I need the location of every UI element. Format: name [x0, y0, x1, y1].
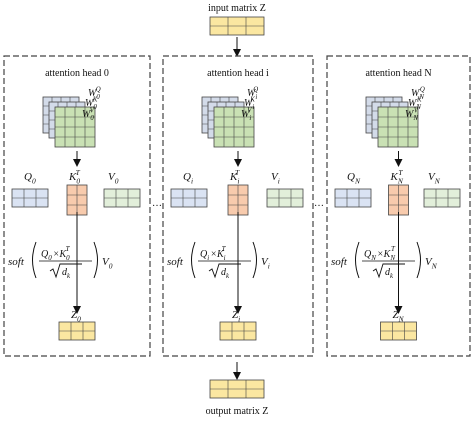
q-matrix [334, 188, 372, 208]
head-panel-border [162, 55, 314, 357]
wv-label: W0V [82, 108, 95, 123]
input-matrix-label: input matrix Z [208, 3, 266, 14]
dk-label: dk [385, 267, 394, 280]
q-label: Qi [183, 171, 193, 185]
formula-v-label: Vi [261, 256, 270, 270]
k-label: KiT [229, 168, 240, 185]
svg-text:Qi×KiT: Qi×KiT [200, 245, 227, 262]
head-title: attention head 0 [45, 68, 109, 79]
output-matrix-label: output matrix Z [206, 406, 269, 417]
weight-matrix-wv [377, 106, 419, 148]
k-label: K0T [68, 168, 81, 185]
softmax-formula: soft Qi×KiT dk Vi [167, 241, 270, 280]
output-matrix-grid [209, 379, 265, 399]
svg-text:soft: soft [8, 256, 25, 268]
v-matrix [423, 188, 461, 208]
head-panel-border [3, 55, 151, 357]
wv-label: WNV [405, 108, 419, 123]
k-label: KNT [390, 168, 404, 185]
v-label: V0 [108, 171, 119, 185]
z-matrix [219, 321, 257, 341]
svg-text:soft: soft [167, 256, 184, 268]
k-transpose-matrix [388, 184, 409, 216]
head-title: attention head i [207, 68, 269, 79]
q-matrix [11, 188, 49, 208]
wk-label: WiK [244, 97, 255, 112]
v-label: Vi [271, 171, 280, 185]
q-label: QN [347, 171, 361, 185]
dk-label: dk [221, 267, 230, 280]
svg-text:Q0×K0T: Q0×K0T [41, 245, 71, 262]
wk-label: WNK [408, 97, 422, 112]
z-matrix [58, 321, 96, 341]
softmax-formula: soft QN×KNT dk VN [331, 241, 438, 280]
formula-v-label: V0 [102, 256, 113, 270]
weight-matrix-wv [213, 106, 255, 148]
wq-label: WNQ [411, 87, 425, 102]
dk-label: dk [62, 267, 71, 280]
q-label: Q0 [24, 171, 36, 185]
head-title: attention head N [365, 68, 431, 79]
ellipsis-left: … [152, 198, 162, 209]
k-transpose-matrix [66, 184, 88, 216]
input-matrix [209, 16, 265, 36]
svg-text:soft: soft [331, 256, 348, 268]
weight-matrix-wv [54, 106, 96, 148]
formula-v-label: VN [425, 256, 438, 270]
wq-label: W0Q [88, 87, 101, 102]
ellipsis-right: … [314, 198, 324, 209]
wq-label: WiQ [247, 87, 258, 102]
z-label: Z0 [71, 309, 81, 323]
v-matrix [103, 188, 141, 208]
input-matrix-grid [209, 16, 265, 36]
z-label: ZN [393, 309, 405, 323]
head-panel-border [326, 55, 471, 357]
q-matrix [170, 188, 208, 208]
z-label: Zi [232, 309, 240, 323]
v-matrix [266, 188, 304, 208]
wk-label: W0K [85, 97, 98, 112]
svg-text:QN×KNT: QN×KNT [364, 245, 396, 262]
k-transpose-matrix [227, 184, 249, 216]
z-matrix [380, 321, 417, 341]
output-matrix [209, 379, 265, 399]
wv-label: WiV [241, 108, 252, 123]
softmax-formula: soft Q0×K0T dk V0 [8, 241, 113, 280]
v-label: VN [428, 171, 441, 185]
